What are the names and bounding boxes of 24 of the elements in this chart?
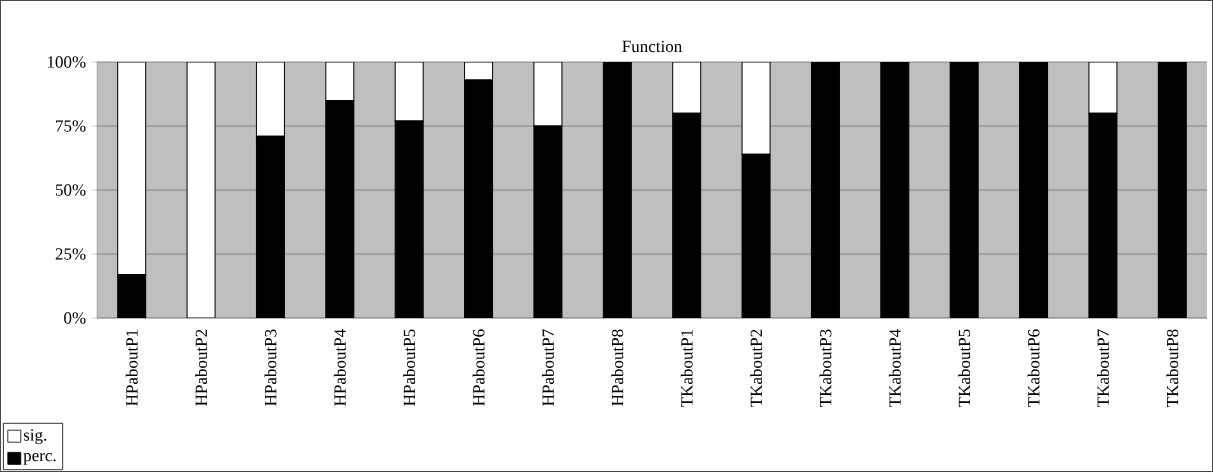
x-tick-label: HPaboutP1: [125, 329, 138, 406]
x-tick-label: TKaboutP3: [819, 329, 832, 407]
y-tick-label: 75%: [56, 120, 86, 132]
y-tick-label: 50%: [55, 184, 86, 196]
chart-title: Function: [622, 40, 682, 53]
x-tick-label: HPaboutP5: [403, 329, 416, 406]
x-tick-label: TKaboutP4: [888, 329, 901, 407]
x-tick-label: HPaboutP8: [611, 329, 624, 406]
x-tick-label: TKaboutP8: [1166, 329, 1179, 407]
x-tick-label: HPaboutP4: [333, 329, 346, 406]
y-tick-label: 25%: [55, 248, 86, 260]
y-tick-label: 0%: [64, 312, 86, 324]
legend-label: perc.: [23, 453, 56, 465]
x-tick-label: TKaboutP2: [750, 329, 763, 407]
x-tick-label: TKaboutP1: [680, 329, 693, 407]
y-tick-label: 100%: [47, 56, 86, 68]
x-tick-label: HPaboutP6: [472, 329, 485, 406]
x-tick-label: HPaboutP2: [195, 329, 208, 406]
x-tick-label: TKaboutP7: [1096, 329, 1109, 407]
x-tick-label: HPaboutP3: [264, 329, 277, 406]
x-tick-label: HPaboutP7: [541, 329, 554, 406]
x-tick-label: TKaboutP6: [1027, 329, 1040, 407]
x-tick-label: TKaboutP5: [958, 329, 971, 407]
legend-label: sig.: [23, 429, 47, 445]
